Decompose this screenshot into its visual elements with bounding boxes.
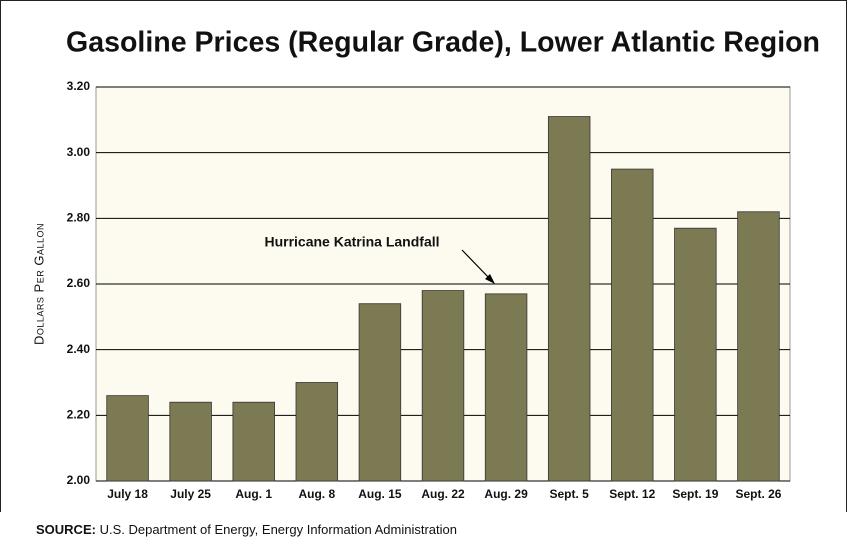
y-tick-label: 2.80 xyxy=(67,211,91,225)
y-tick-label: 3.00 xyxy=(67,145,91,159)
bar xyxy=(484,293,528,482)
x-tick-label: Aug. 29 xyxy=(484,487,528,501)
y-tick-label: 2.60 xyxy=(67,276,91,290)
source: SOURCE: U.S. Department of Energy, Energ… xyxy=(36,522,457,537)
x-tick-label: Sept. 26 xyxy=(735,487,781,501)
annotation: Hurricane Katrina Landfall xyxy=(264,234,439,250)
x-tick-label: Aug. 22 xyxy=(421,487,465,501)
bar xyxy=(421,290,465,482)
x-tick-label: Aug. 8 xyxy=(298,487,335,501)
bar xyxy=(232,401,275,482)
annotation-arrow xyxy=(461,249,492,281)
source-label: SOURCE: xyxy=(36,522,96,537)
bar xyxy=(737,211,780,482)
x-tick-label: Sept. 19 xyxy=(672,487,718,501)
y-tick-label: 2.00 xyxy=(67,473,91,487)
bar xyxy=(547,116,591,482)
x-tick-label: Sept. 5 xyxy=(550,487,590,501)
bar xyxy=(106,395,149,482)
y-tick-label: 2.20 xyxy=(67,408,91,422)
source-text: U.S. Department of Energy, Energy Inform… xyxy=(100,522,457,537)
bar xyxy=(169,401,212,482)
x-tick-label: Aug. 15 xyxy=(358,487,402,501)
y-tick-label: 2.40 xyxy=(67,342,91,356)
y-tick-label: 3.20 xyxy=(67,79,91,93)
y-axis-label: Dollars Per Gallon xyxy=(31,223,46,345)
bar xyxy=(674,227,717,482)
x-tick-label: July 18 xyxy=(107,487,148,501)
bar xyxy=(295,382,339,482)
bar xyxy=(358,303,402,482)
x-tick-label: Aug. 1 xyxy=(235,487,272,501)
arrow-head xyxy=(485,274,495,284)
x-tick-label: July 25 xyxy=(170,487,211,501)
bar xyxy=(611,168,654,482)
x-tick-label: Sept. 12 xyxy=(609,487,655,501)
chart-title: Gasoline Prices (Regular Grade), Lower A… xyxy=(66,27,820,59)
